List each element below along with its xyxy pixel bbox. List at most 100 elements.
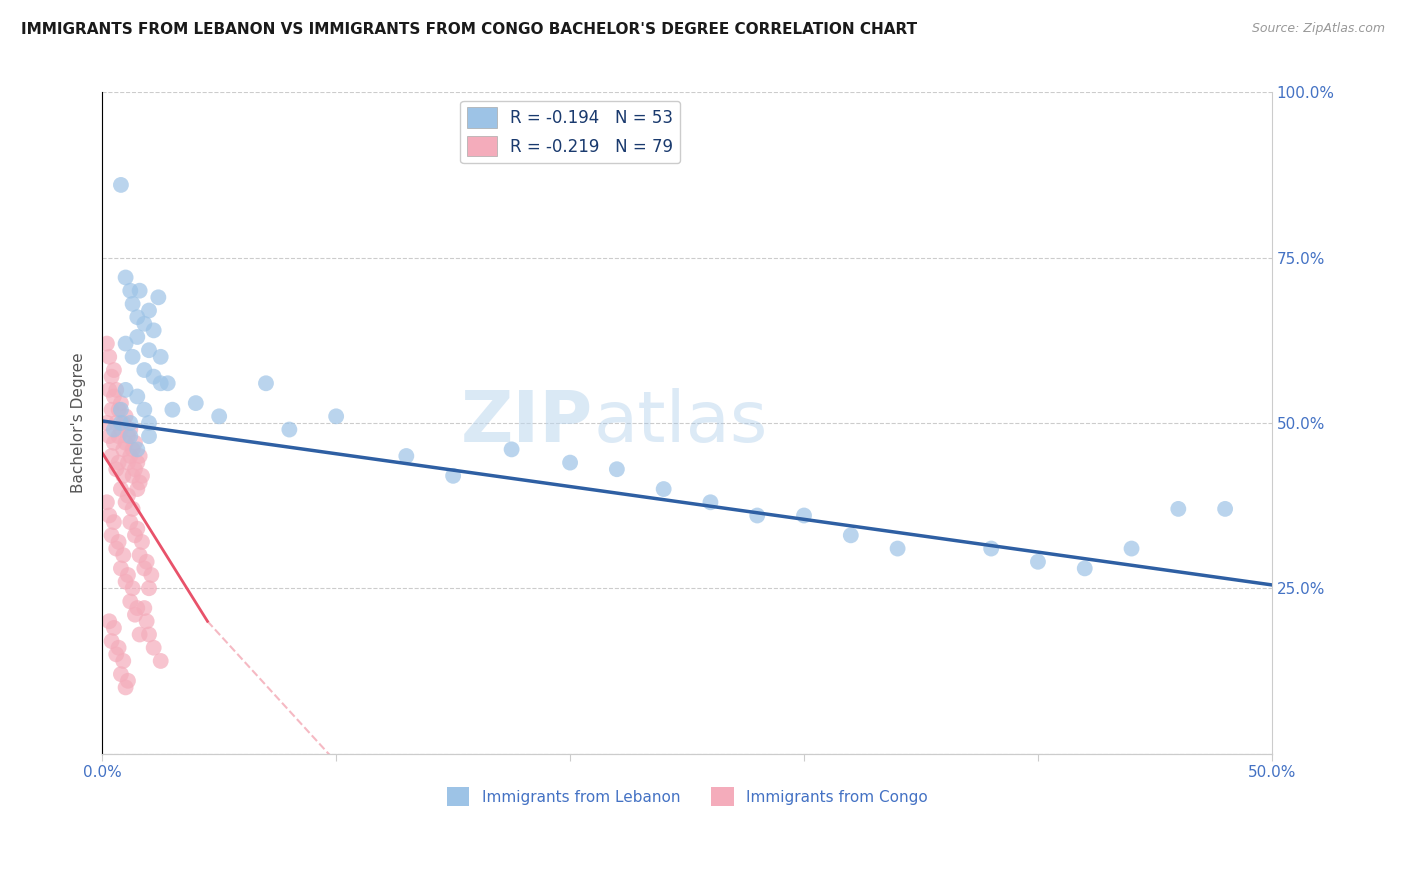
- Point: [1074, 561, 1097, 575]
- Point: [141, 568, 163, 582]
- Point: [441, 468, 464, 483]
- Point: [110, 423, 132, 437]
- Point: [127, 601, 149, 615]
- Point: [96, 495, 118, 509]
- Point: [117, 429, 139, 443]
- Point: [114, 336, 136, 351]
- Legend: Immigrants from Lebanon, Immigrants from Congo: Immigrants from Lebanon, Immigrants from…: [440, 781, 934, 812]
- Point: [112, 416, 135, 430]
- Point: [127, 389, 149, 403]
- Point: [98, 350, 121, 364]
- Point: [96, 416, 118, 430]
- Point: [121, 468, 143, 483]
- Text: IMMIGRANTS FROM LEBANON VS IMMIGRANTS FROM CONGO BACHELOR'S DEGREE CORRELATION C: IMMIGRANTS FROM LEBANON VS IMMIGRANTS FR…: [21, 22, 917, 37]
- Point: [103, 423, 125, 437]
- Point: [131, 535, 153, 549]
- Point: [134, 561, 156, 575]
- Point: [138, 416, 160, 430]
- Point: [142, 640, 165, 655]
- Point: [278, 423, 301, 437]
- Point: [100, 528, 122, 542]
- Point: [325, 409, 347, 424]
- Point: [98, 429, 121, 443]
- Point: [128, 284, 150, 298]
- Point: [208, 409, 231, 424]
- Point: [120, 515, 142, 529]
- Point: [107, 640, 129, 655]
- Point: [98, 615, 121, 629]
- Point: [149, 376, 172, 391]
- Point: [254, 376, 277, 391]
- Point: [793, 508, 815, 523]
- Point: [162, 402, 184, 417]
- Point: [100, 402, 122, 417]
- Point: [124, 607, 146, 622]
- Point: [120, 449, 142, 463]
- Point: [114, 270, 136, 285]
- Point: [138, 627, 160, 641]
- Point: [1213, 502, 1236, 516]
- Point: [112, 442, 135, 457]
- Point: [120, 423, 142, 437]
- Point: [395, 449, 418, 463]
- Point: [114, 574, 136, 589]
- Point: [501, 442, 523, 457]
- Point: [117, 568, 139, 582]
- Point: [1026, 555, 1049, 569]
- Point: [103, 621, 125, 635]
- Point: [107, 456, 129, 470]
- Point: [105, 383, 128, 397]
- Point: [110, 416, 132, 430]
- Point: [127, 330, 149, 344]
- Point: [98, 508, 121, 523]
- Point: [558, 456, 581, 470]
- Point: [1167, 502, 1189, 516]
- Point: [121, 442, 143, 457]
- Point: [110, 561, 132, 575]
- Point: [110, 402, 132, 417]
- Point: [138, 581, 160, 595]
- Point: [117, 489, 139, 503]
- Point: [114, 495, 136, 509]
- Point: [100, 634, 122, 648]
- Point: [112, 468, 135, 483]
- Point: [117, 456, 139, 470]
- Point: [110, 667, 132, 681]
- Point: [105, 541, 128, 556]
- Text: atlas: atlas: [593, 388, 768, 458]
- Point: [110, 178, 132, 192]
- Point: [124, 462, 146, 476]
- Point: [114, 681, 136, 695]
- Point: [606, 462, 628, 476]
- Point: [128, 449, 150, 463]
- Point: [127, 522, 149, 536]
- Point: [124, 528, 146, 542]
- Point: [121, 502, 143, 516]
- Point: [699, 495, 721, 509]
- Point: [121, 581, 143, 595]
- Point: [149, 350, 172, 364]
- Point: [96, 336, 118, 351]
- Point: [114, 409, 136, 424]
- Point: [839, 528, 862, 542]
- Point: [107, 402, 129, 417]
- Point: [142, 369, 165, 384]
- Point: [149, 654, 172, 668]
- Point: [138, 429, 160, 443]
- Point: [121, 350, 143, 364]
- Point: [138, 343, 160, 358]
- Text: Source: ZipAtlas.com: Source: ZipAtlas.com: [1251, 22, 1385, 36]
- Point: [103, 363, 125, 377]
- Point: [112, 548, 135, 562]
- Point: [135, 615, 157, 629]
- Point: [142, 323, 165, 337]
- Point: [120, 416, 142, 430]
- Point: [103, 435, 125, 450]
- Y-axis label: Bachelor's Degree: Bachelor's Degree: [72, 352, 86, 493]
- Point: [134, 402, 156, 417]
- Point: [134, 601, 156, 615]
- Text: ZIP: ZIP: [461, 388, 593, 458]
- Point: [886, 541, 908, 556]
- Point: [107, 535, 129, 549]
- Point: [124, 435, 146, 450]
